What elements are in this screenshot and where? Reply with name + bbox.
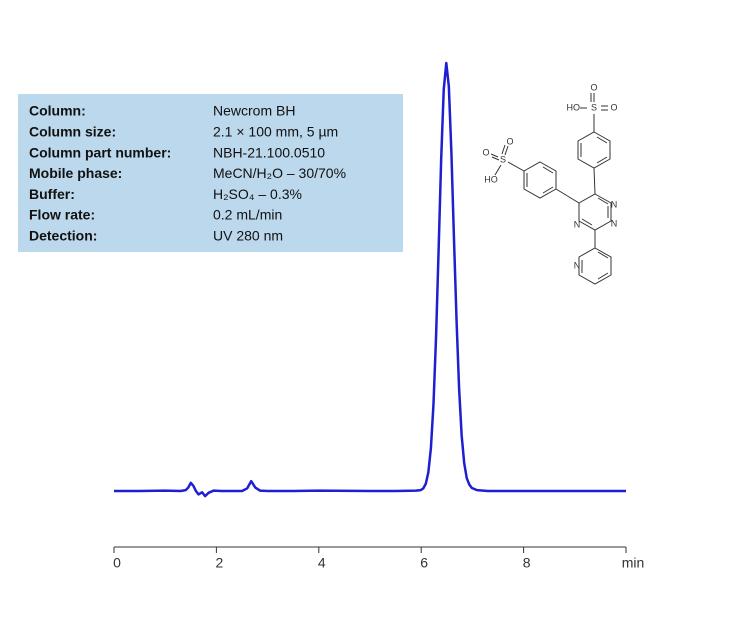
- x-tick-label: min: [622, 555, 645, 571]
- atom-label: N: [574, 219, 581, 229]
- atom-label: N: [574, 260, 581, 270]
- info-value: MeCN/H₂O – 30/70%: [213, 165, 346, 181]
- x-tick-label: 8: [523, 555, 531, 571]
- info-value: Newcrom BH: [213, 103, 295, 119]
- info-box: [18, 94, 403, 252]
- atom-label: N: [611, 199, 618, 209]
- info-label: Column size:: [29, 124, 116, 140]
- atom-label: O: [482, 147, 489, 157]
- atom-label: HO: [567, 102, 581, 112]
- atom-label: S: [591, 102, 597, 112]
- x-tick-label: 2: [216, 555, 224, 571]
- info-value: H₂SO₄ – 0.3%: [213, 186, 302, 202]
- x-tick-label: 6: [420, 555, 428, 571]
- x-tick-label: 0: [113, 555, 121, 571]
- x-tick-label: 4: [318, 555, 326, 571]
- info-label: Column:: [29, 103, 86, 119]
- info-label: Buffer:: [29, 186, 75, 202]
- info-value: 0.2 mL/min: [213, 207, 282, 223]
- info-label: Column part number:: [29, 144, 171, 160]
- info-label: Flow rate:: [29, 207, 95, 223]
- atom-label: HO: [484, 174, 498, 184]
- atom-label: O: [590, 82, 597, 92]
- info-label: Detection:: [29, 228, 97, 244]
- atom-label: O: [610, 102, 617, 112]
- atom-label: O: [506, 136, 513, 146]
- info-label: Mobile phase:: [29, 165, 122, 181]
- trace: [114, 61, 626, 498]
- atom-label: S: [500, 154, 506, 164]
- info-value: 2.1 × 100 mm, 5 µm: [213, 124, 338, 140]
- info-value: UV 280 nm: [213, 228, 283, 244]
- info-value: NBH-21.100.0510: [213, 144, 325, 160]
- atom-label: N: [611, 218, 618, 228]
